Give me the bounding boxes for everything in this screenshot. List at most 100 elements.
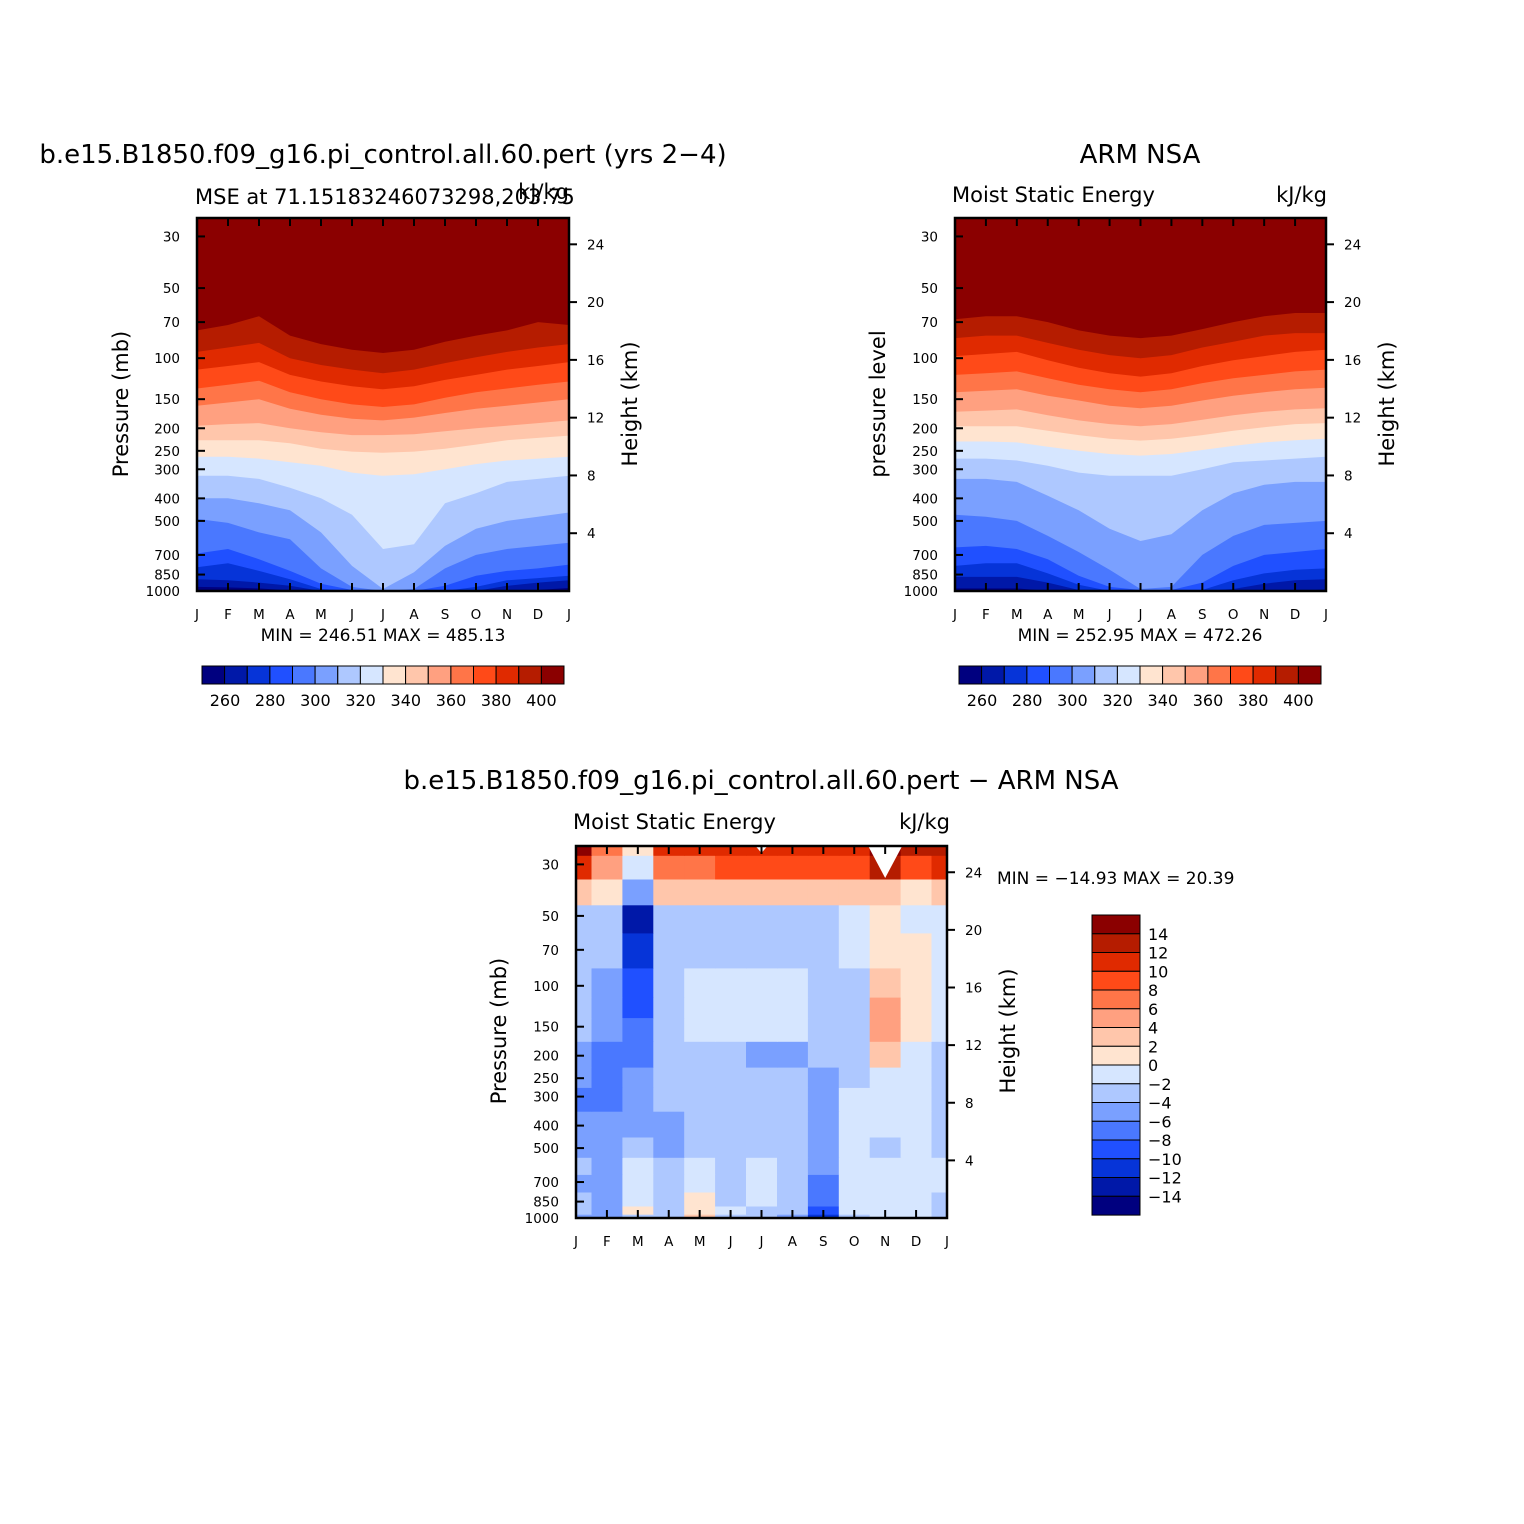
contour-cell (931, 1136, 947, 1158)
contour-cell (777, 904, 809, 934)
colorbar-box (1003, 665, 1028, 685)
right-tick-label: 8 (1344, 468, 1353, 484)
x-tick-label: A (1043, 607, 1053, 623)
right-tick-label: 4 (1344, 526, 1353, 542)
x-tick-label: J (1323, 607, 1328, 623)
contour-cell (869, 1087, 902, 1112)
contour-cell (931, 1041, 947, 1068)
y-tick-label: 70 (542, 943, 559, 959)
x-tick-label: A (664, 1234, 674, 1250)
contour-cell (684, 1191, 716, 1207)
contour-cell (838, 967, 871, 998)
contour-cell (622, 997, 654, 1019)
y-tick-label: 70 (921, 315, 938, 331)
contour-cell (653, 904, 685, 934)
colorbar-label: 380 (481, 691, 512, 710)
contour-cell (591, 1111, 623, 1138)
colorbar-box (495, 665, 520, 685)
colorbar-box (1091, 1027, 1141, 1047)
colorbar-box (1091, 1064, 1141, 1085)
y-tick-label: 500 (912, 514, 938, 530)
x-tick-label: O (1228, 607, 1239, 623)
contour-cell (900, 1017, 933, 1042)
colorbar-box (1091, 1102, 1141, 1122)
contour-cell (684, 932, 716, 969)
contour-cell (684, 1174, 716, 1193)
contour-cell (591, 932, 623, 969)
contour-cell (777, 1136, 809, 1158)
x-tick-label: A (1167, 607, 1177, 623)
contour-cell (869, 967, 902, 998)
contour-cell (622, 1066, 654, 1088)
contour-cell (869, 1136, 902, 1158)
colorbar-box (1071, 665, 1096, 685)
y-tick-label: 150 (154, 392, 180, 408)
contour-cell (838, 1066, 871, 1088)
contour-cell (900, 1066, 933, 1088)
colorbar-label: 12 (1148, 944, 1168, 963)
contour-cell (838, 1087, 871, 1112)
y-tick-label: 100 (154, 351, 180, 367)
panel-model-title: b.e15.B1850.f09_g16.pi_control.all.60.pe… (39, 140, 726, 170)
x-tick-label: J (573, 1234, 578, 1250)
colorbar-box (1091, 1177, 1141, 1197)
right-tick-label: 20 (587, 295, 604, 311)
y-tick-label: 30 (542, 857, 559, 873)
contour-cell (777, 1174, 809, 1193)
colorbar-label: 400 (1283, 691, 1314, 710)
colorbar-box (1049, 665, 1073, 685)
contour-cell (838, 997, 871, 1019)
contour-cell (576, 846, 593, 856)
colorbar-box (1252, 665, 1277, 685)
x-tick-label: N (502, 607, 512, 623)
y-tick-label: 250 (533, 1071, 559, 1087)
contour-cell (715, 932, 747, 969)
contour-cell (715, 1157, 747, 1175)
y-tick-label: 500 (533, 1141, 559, 1157)
contour-cell (576, 1205, 593, 1215)
contour-cell (622, 1157, 654, 1175)
x-tick-label: J (349, 607, 354, 623)
panel-obs-ylabel-right: Height (km) (1375, 341, 1399, 466)
colorbar-box (981, 665, 1005, 685)
colorbar-box (1139, 665, 1164, 685)
panel-diff-left-label: Moist Static Energy (573, 810, 776, 834)
colorbar-box (314, 665, 339, 685)
contour-cell (838, 1157, 871, 1175)
y-tick-label: 850 (912, 568, 938, 584)
contour-cell (838, 1191, 871, 1207)
contour-cell (807, 1041, 840, 1068)
colorbar-box (1091, 1008, 1141, 1029)
colorbar-label: 8 (1148, 981, 1158, 1000)
contour-cell (622, 967, 654, 998)
panel-model-ylabel: Pressure (mb) (109, 331, 133, 478)
contour-cell (576, 878, 593, 906)
contour-cell (576, 932, 593, 969)
contour-cell (807, 904, 840, 934)
right-tick-label: 24 (1344, 237, 1361, 253)
contour-cell (715, 997, 747, 1019)
colorbar-box (1162, 665, 1186, 685)
right-tick-label: 12 (965, 1038, 982, 1054)
contour-cell (900, 967, 933, 998)
x-tick-label: M (632, 1234, 644, 1250)
colorbar-box (1091, 989, 1141, 1010)
panel-model-ylabel-right: Height (km) (618, 341, 642, 466)
contour-cell (576, 1066, 593, 1088)
y-tick-label: 200 (912, 421, 938, 437)
contour-cell (900, 1174, 933, 1193)
contour-cell (653, 855, 685, 880)
contour-cell (807, 1087, 840, 1112)
contour-cell (684, 997, 716, 1019)
y-tick-label: 400 (912, 491, 938, 507)
y-tick-label: 500 (154, 514, 180, 530)
contour-cell (653, 1087, 685, 1112)
contour-cell (622, 904, 654, 934)
contour-cell (653, 1017, 685, 1042)
contour-cell (746, 967, 778, 998)
y-tick-label: 400 (533, 1119, 559, 1135)
contour-cell (777, 997, 809, 1019)
contour-cell (931, 878, 947, 906)
y-tick-label: 100 (912, 351, 938, 367)
